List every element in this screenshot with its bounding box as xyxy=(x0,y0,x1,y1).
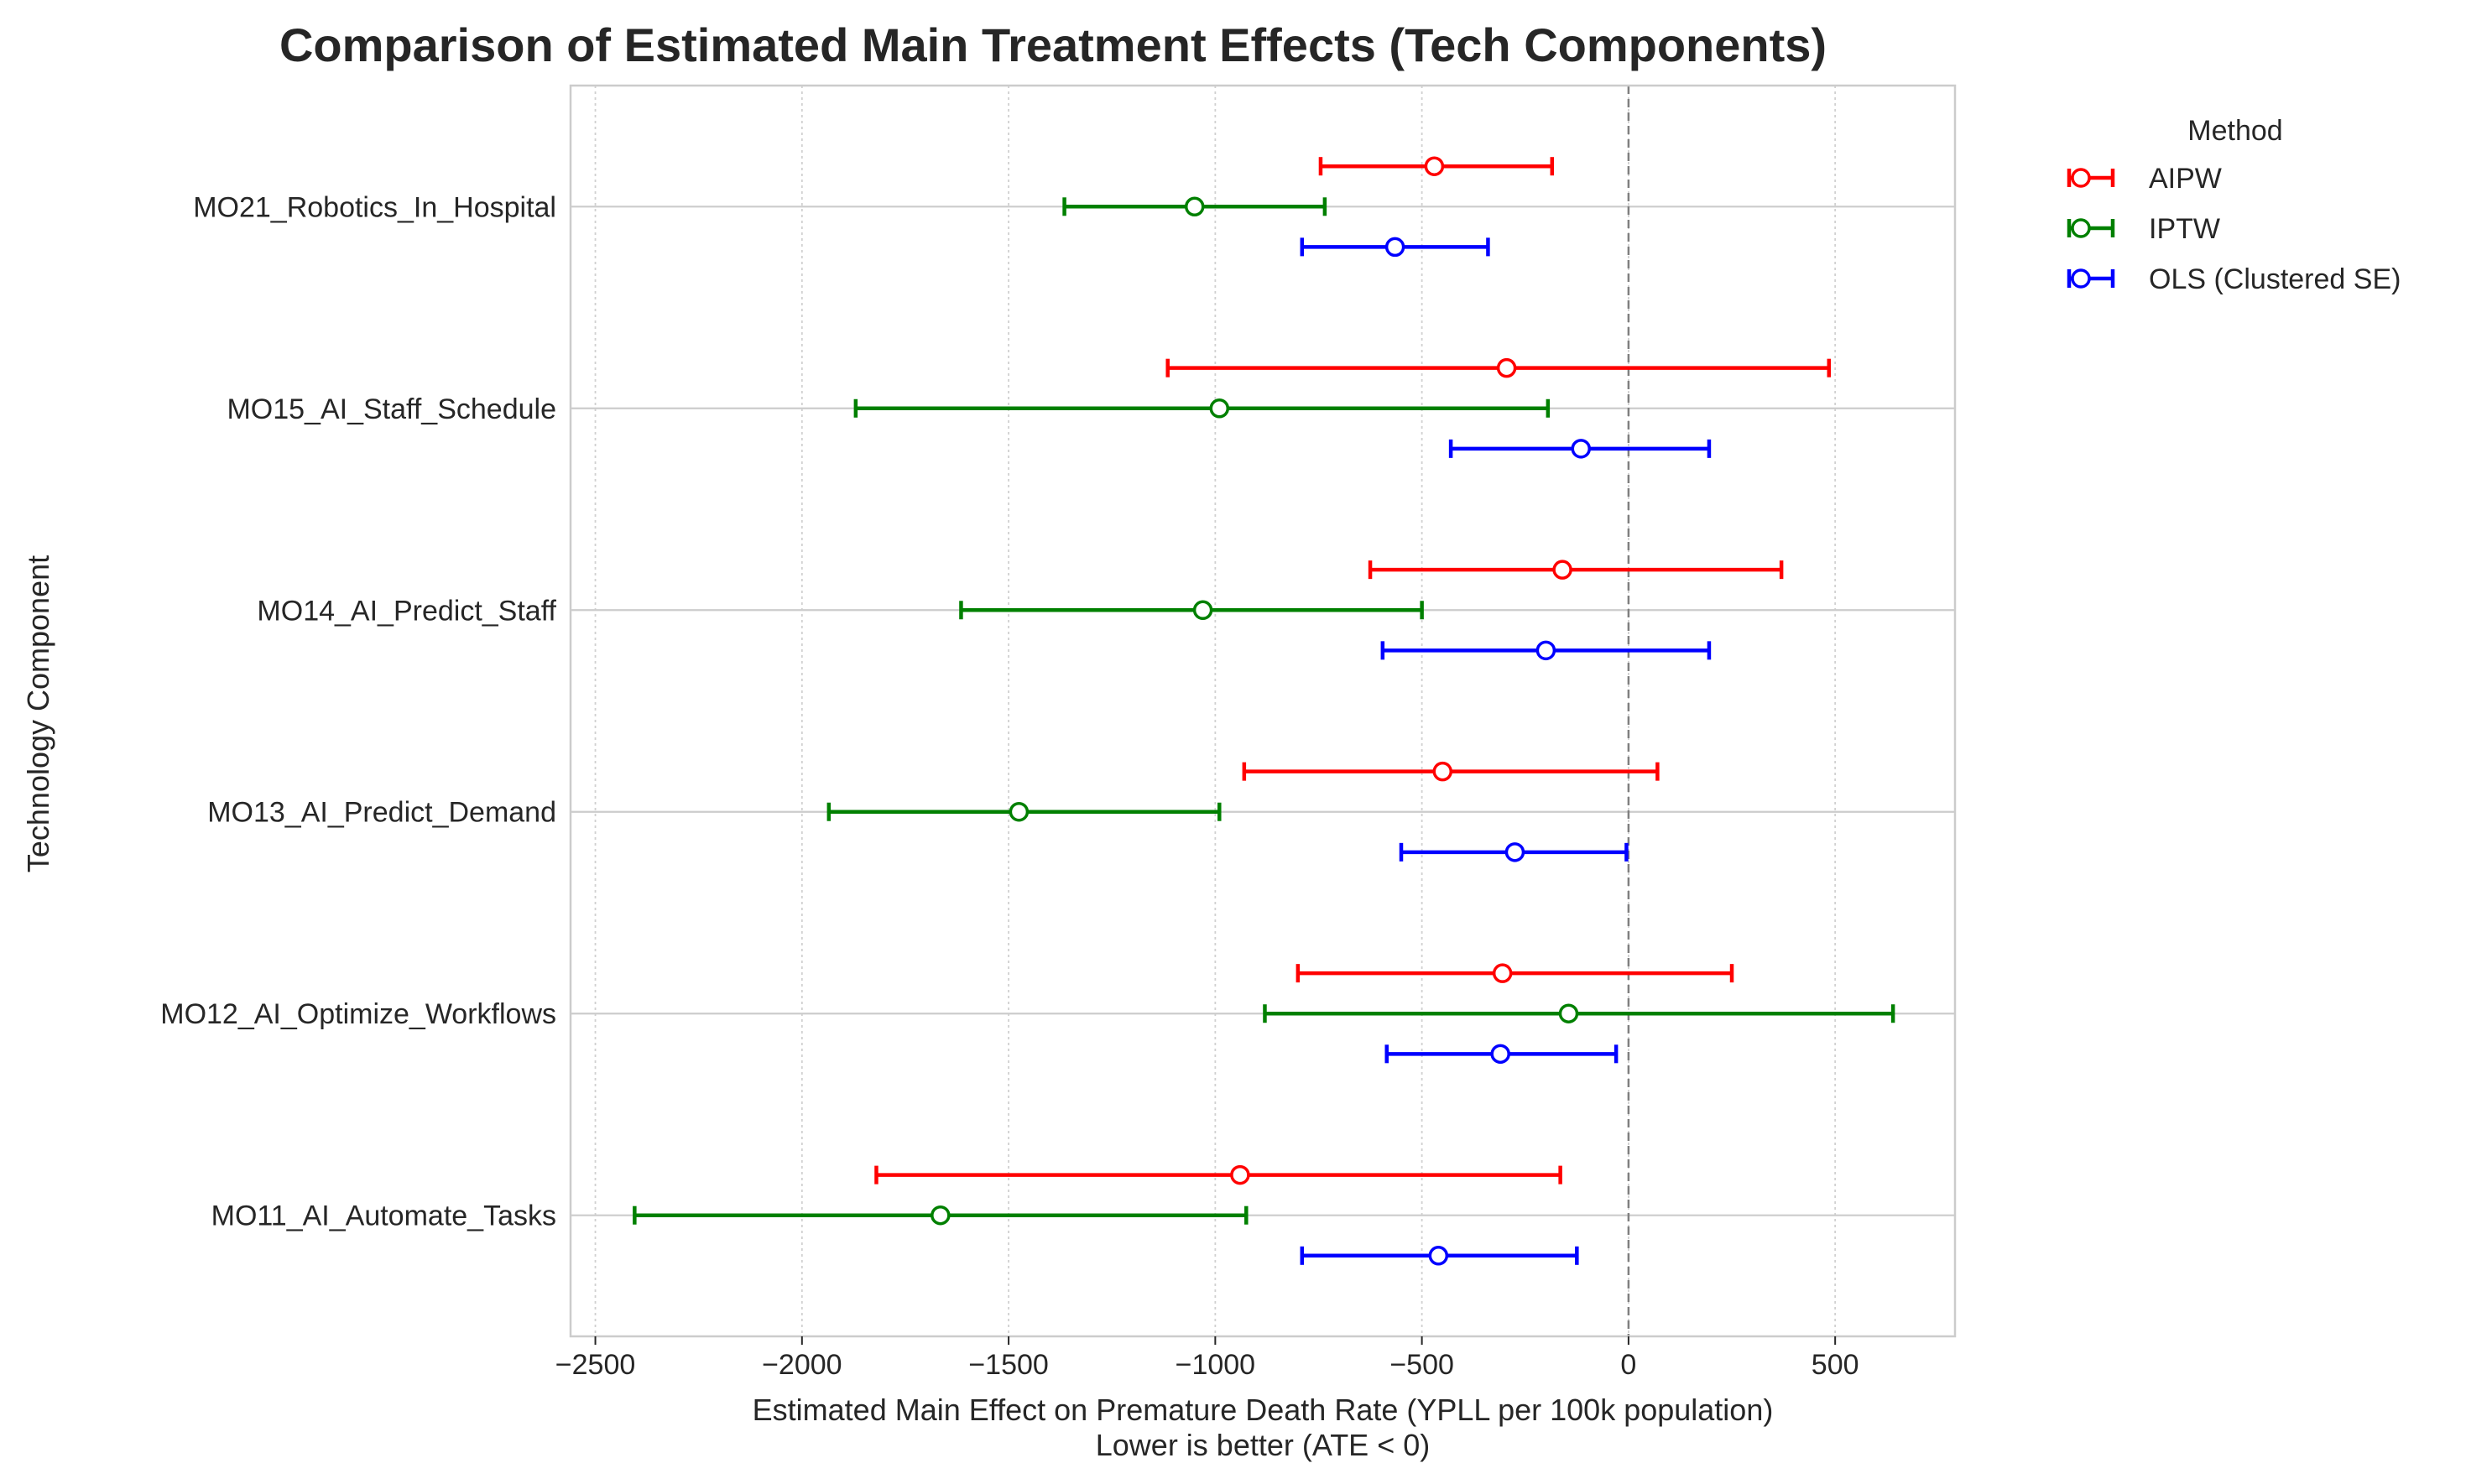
x-tick-label: −500 xyxy=(1389,1349,1454,1381)
y-tick-label: MO14_AI_Predict_Staff xyxy=(257,595,556,627)
legend-marker xyxy=(2071,168,2091,188)
point-estimate-marker xyxy=(1192,600,1213,621)
y-tick-label: MO13_AI_Predict_Demand xyxy=(207,797,556,829)
x-tick-label: −1500 xyxy=(968,1349,1049,1381)
point-estimate-marker xyxy=(1384,237,1405,258)
x-tick-label: −2500 xyxy=(555,1349,636,1381)
x-axis-ticks: −2500 −2000 −1500 −1000 −500 0 500 xyxy=(555,1336,1859,1381)
x-axis-label: Estimated Main Effect on Premature Death… xyxy=(753,1393,1774,1427)
y-tick-label: MO21_Robotics_In_Hospital xyxy=(193,191,556,223)
legend: Method AIPW IPTW OLS (Clustered SE) xyxy=(2067,115,2401,295)
legend-items: AIPW IPTW OLS (Clustered SE) xyxy=(2067,163,2401,295)
legend-marker xyxy=(2071,218,2091,238)
x-tick-label: 500 xyxy=(1812,1349,1859,1381)
series-ols-clustered-se xyxy=(1300,237,1712,1266)
series-iptw xyxy=(633,196,1895,1226)
y-axis-label: Technology Component xyxy=(21,555,55,872)
plot-border xyxy=(569,84,1957,1338)
x-tick-label: −2000 xyxy=(762,1349,842,1381)
y-axis-ticks: MO11_AI_Automate_Tasks MO12_AI_Optimize_W… xyxy=(160,191,556,1231)
point-estimate-marker xyxy=(1490,1044,1510,1065)
point-estimate-marker xyxy=(1552,560,1572,580)
legend-label: AIPW xyxy=(2149,163,2222,195)
point-estimate-marker xyxy=(1504,842,1525,862)
legend-title: Method xyxy=(2187,115,2282,147)
point-estimate-marker xyxy=(1492,963,1513,983)
point-estimate-marker xyxy=(1535,640,1556,661)
x-tick-label: −1000 xyxy=(1176,1349,1256,1381)
legend-label: OLS (Clustered SE) xyxy=(2149,263,2401,295)
plot-area xyxy=(569,84,1957,1338)
point-estimate-marker xyxy=(931,1205,951,1226)
legend-marker xyxy=(2071,268,2091,289)
point-estimate-marker xyxy=(1571,439,1592,459)
point-estimate-marker xyxy=(1496,357,1517,378)
y-tick-label: MO11_AI_Automate_Tasks xyxy=(211,1200,556,1232)
point-estimate-marker xyxy=(1209,398,1230,419)
plot-background xyxy=(571,86,1955,1336)
point-estimate-marker xyxy=(1432,761,1453,782)
legend-item: AIPW xyxy=(2067,163,2222,195)
y-tick-label: MO12_AI_Optimize_Workflows xyxy=(160,998,556,1030)
x-axis-sublabel: Lower is better (ATE < 0) xyxy=(1096,1428,1430,1462)
chart-title: Comparison of Estimated Main Treatment E… xyxy=(279,18,1827,71)
error-bar-series xyxy=(633,156,1895,1266)
point-estimate-marker xyxy=(1184,196,1205,217)
legend-item: OLS (Clustered SE) xyxy=(2067,263,2401,295)
point-estimate-marker xyxy=(1009,801,1030,822)
x-tick-label: 0 xyxy=(1620,1349,1636,1381)
point-estimate-marker xyxy=(1424,156,1445,176)
point-estimate-marker xyxy=(1230,1164,1250,1185)
point-estimate-marker xyxy=(1558,1003,1579,1023)
legend-label: IPTW xyxy=(2149,213,2220,245)
point-estimate-marker xyxy=(1428,1246,1449,1266)
y-tick-label: MO15_AI_Staff_Schedule xyxy=(227,393,556,425)
legend-item: IPTW xyxy=(2067,213,2220,245)
series-aipw xyxy=(874,156,1832,1185)
